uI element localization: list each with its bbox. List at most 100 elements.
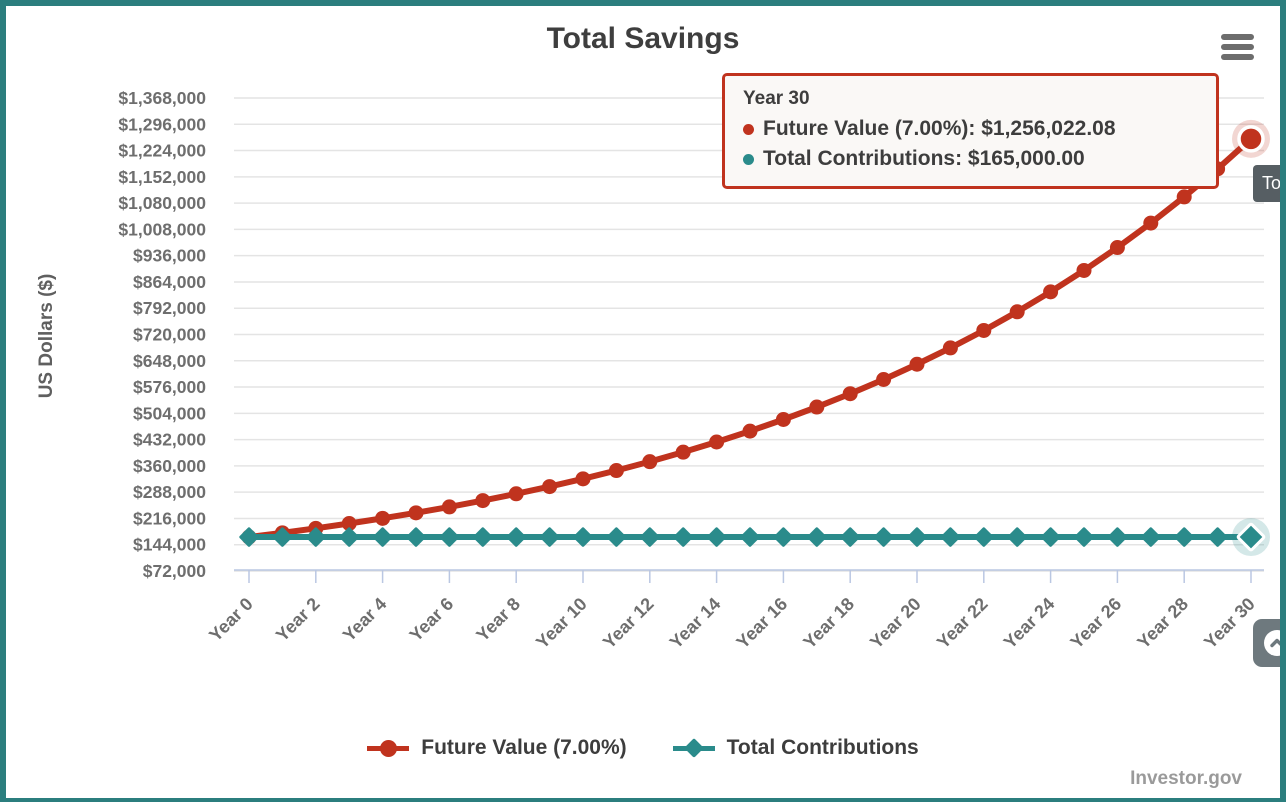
scroll-to-top-button[interactable] (1253, 619, 1280, 667)
y-axis-tick-label: $360,000 (133, 456, 206, 476)
page-title: Total Savings (546, 22, 740, 55)
data-point-circle[interactable] (575, 471, 591, 487)
data-point-diamond[interactable] (639, 527, 660, 548)
data-point-circle[interactable] (1237, 125, 1265, 153)
data-point-circle[interactable] (976, 322, 992, 338)
data-point-circle[interactable] (709, 434, 725, 450)
data-point-diamond[interactable] (305, 527, 326, 548)
hamburger-icon (1221, 44, 1254, 50)
y-axis-tick-label: $792,000 (133, 298, 206, 318)
x-axis-tick-label: Year 10 (532, 594, 591, 653)
data-point-circle[interactable] (542, 479, 558, 495)
y-axis-tick-label: $1,296,000 (118, 114, 206, 134)
y-axis-tick-label: $1,368,000 (118, 88, 206, 108)
data-point-circle[interactable] (1076, 262, 1092, 278)
future-value-bullet-icon (743, 123, 754, 135)
x-axis-tick-label: Year 26 (1066, 594, 1125, 653)
tooltip-row: Future Value (7.00%): $1,256,022.08 (743, 114, 1198, 144)
chevron-up-icon (1264, 630, 1280, 656)
data-point-circle[interactable] (909, 356, 925, 372)
data-point-circle[interactable] (408, 505, 424, 521)
data-point-circle[interactable] (775, 411, 791, 427)
data-point-diamond[interactable] (1140, 527, 1161, 548)
data-point-diamond[interactable] (573, 527, 594, 548)
data-point-diamond[interactable] (740, 527, 761, 548)
y-axis-tick-label: $720,000 (133, 325, 206, 345)
data-point-circle[interactable] (341, 516, 357, 532)
data-point-circle[interactable] (1043, 284, 1059, 300)
data-point-diamond[interactable] (1074, 527, 1095, 548)
x-axis-tick-label: Year 0 (205, 594, 257, 646)
data-point-diamond[interactable] (1207, 527, 1228, 548)
data-point-diamond[interactable] (1107, 527, 1128, 548)
data-point-diamond[interactable] (773, 527, 794, 548)
x-axis-tick-label: Year 8 (472, 594, 524, 646)
data-point-diamond[interactable] (406, 527, 427, 548)
x-axis-tick-label: Year 4 (339, 594, 391, 646)
data-point-diamond[interactable] (439, 527, 460, 548)
legend-label: Total Contributions (726, 736, 919, 759)
x-axis-tick-label: Year 24 (1000, 594, 1059, 653)
legend-item-future-value[interactable]: Future Value (7.00%) (367, 736, 627, 760)
data-point-diamond[interactable] (873, 527, 894, 548)
data-point-diamond[interactable] (706, 527, 727, 548)
data-point-circle[interactable] (876, 371, 892, 387)
y-axis-tick-label: $216,000 (133, 508, 206, 528)
tooltip-header: Year 30 (743, 88, 810, 109)
data-point-circle[interactable] (375, 510, 391, 526)
data-point-circle[interactable] (1143, 215, 1159, 231)
data-point-circle[interactable] (642, 454, 658, 470)
data-point-diamond[interactable] (606, 527, 627, 548)
investor-gov-watermark: Investor.gov (1130, 768, 1242, 789)
data-point-circle[interactable] (1009, 304, 1025, 320)
y-axis-tick-label: $432,000 (133, 430, 206, 450)
data-point-diamond[interactable] (673, 527, 694, 548)
data-point-diamond[interactable] (1236, 522, 1266, 552)
x-axis-tick-label: Year 16 (732, 594, 791, 653)
teal-diamond-marker-icon (672, 738, 715, 758)
tooltip-row-text: Total Contributions: $165,000.00 (763, 147, 1085, 170)
data-point-diamond[interactable] (372, 527, 393, 548)
y-axis-tick-label: $576,000 (133, 377, 206, 397)
data-point-diamond[interactable] (840, 527, 861, 548)
data-point-diamond[interactable] (1007, 527, 1028, 548)
data-point-circle[interactable] (508, 486, 524, 502)
y-axis-tick-label: $1,008,000 (118, 219, 206, 239)
data-point-diamond[interactable] (806, 527, 827, 548)
data-point-circle[interactable] (608, 463, 624, 479)
data-point-diamond[interactable] (239, 527, 260, 548)
data-point-circle[interactable] (942, 340, 958, 356)
data-point-diamond[interactable] (539, 527, 560, 548)
data-point-circle[interactable] (742, 423, 758, 439)
legend-item-total-contributions[interactable]: Total Contributions (672, 736, 919, 760)
data-point-diamond[interactable] (973, 527, 994, 548)
data-point-circle[interactable] (809, 399, 825, 415)
y-axis-tick-label: $504,000 (133, 403, 206, 423)
data-point-diamond[interactable] (272, 527, 293, 548)
data-point-diamond[interactable] (1040, 527, 1061, 548)
hamburger-icon (1221, 34, 1254, 40)
x-axis-tick-label: Year 12 (599, 594, 658, 653)
data-point-circle[interactable] (1109, 240, 1125, 256)
data-point-diamond[interactable] (472, 527, 493, 548)
data-point-diamond[interactable] (907, 527, 928, 548)
data-point-diamond[interactable] (339, 527, 360, 548)
data-point-circle[interactable] (475, 493, 491, 509)
y-axis-tick-label: $648,000 (133, 351, 206, 371)
y-axis-tick-label: $72,000 (143, 561, 207, 581)
series-line-0[interactable] (248, 136, 1254, 541)
data-point-circle[interactable] (675, 444, 691, 460)
data-point-diamond[interactable] (506, 527, 527, 548)
x-axis-tick-label: Year 2 (272, 594, 324, 646)
x-axis-tick-label: Year 30 (1200, 594, 1259, 653)
y-axis-title: US Dollars ($) (36, 274, 57, 399)
data-point-diamond[interactable] (1174, 527, 1195, 548)
x-axis-tick-label: Year 20 (866, 594, 925, 653)
data-point-circle[interactable] (1176, 189, 1192, 205)
chart-menu-button[interactable] (1221, 34, 1254, 64)
data-point-circle[interactable] (842, 386, 858, 402)
data-point-circle[interactable] (441, 499, 457, 515)
x-axis-tick-label: Year 28 (1133, 594, 1192, 653)
data-point-diamond[interactable] (940, 527, 961, 548)
